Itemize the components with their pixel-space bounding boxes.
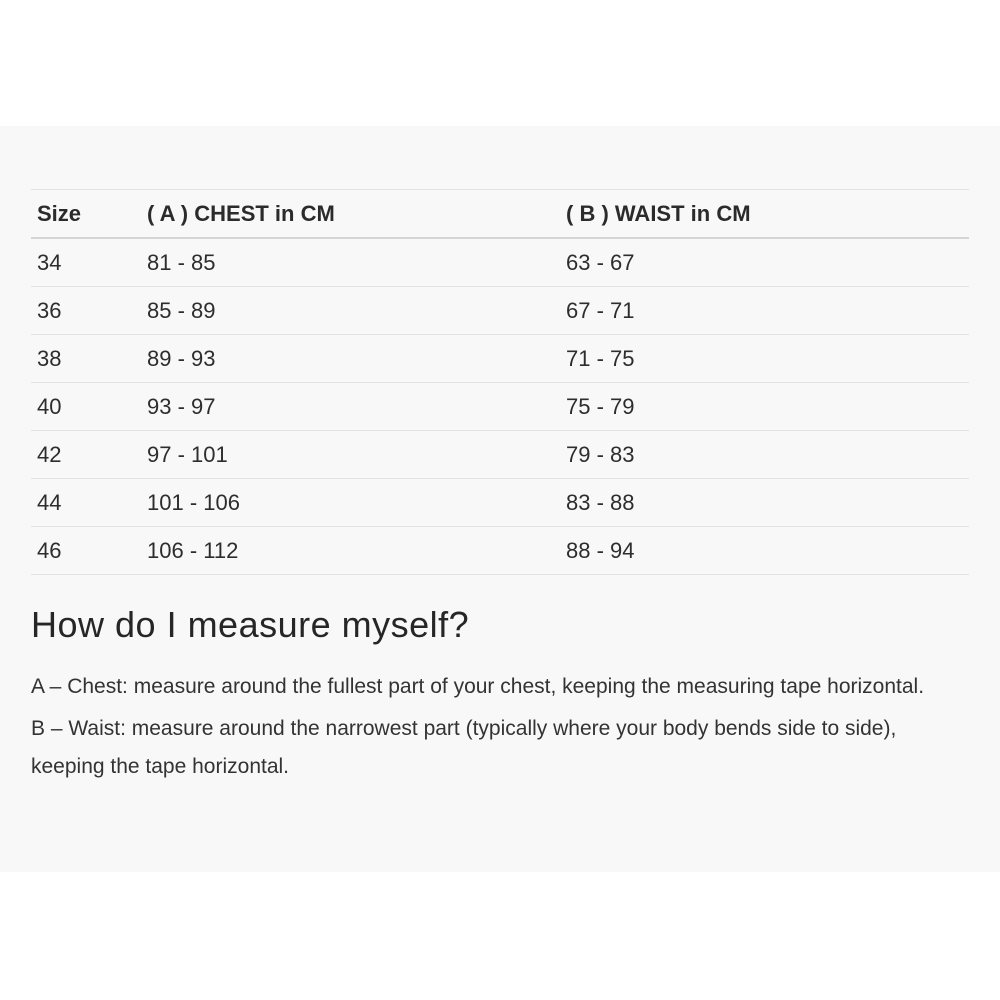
size-chart-table: Size ( A ) CHEST in CM ( B ) WAIST in CM… xyxy=(31,189,969,575)
column-header-waist: ( B ) WAIST in CM xyxy=(560,189,969,239)
column-header-chest: ( A ) CHEST in CM xyxy=(141,189,560,239)
measure-instructions: A – Chest: measure around the fullest pa… xyxy=(31,668,969,786)
table-row: 36 85 - 89 67 - 71 xyxy=(31,286,969,335)
size-value: 44 xyxy=(31,478,141,527)
waist-value: 79 - 83 xyxy=(560,430,969,479)
table-row: 38 89 - 93 71 - 75 xyxy=(31,334,969,383)
chest-value: 89 - 93 xyxy=(141,334,560,383)
waist-instruction: B – Waist: measure around the narrowest … xyxy=(31,717,897,778)
table-row: 42 97 - 101 79 - 83 xyxy=(31,430,969,479)
column-header-size: Size xyxy=(31,189,141,239)
size-value: 34 xyxy=(31,238,141,287)
size-guide-panel: Size ( A ) CHEST in CM ( B ) WAIST in CM… xyxy=(0,126,1000,872)
waist-value: 63 - 67 xyxy=(560,238,969,287)
table-row: 34 81 - 85 63 - 67 xyxy=(31,238,969,287)
waist-value: 88 - 94 xyxy=(560,526,969,575)
chest-value: 97 - 101 xyxy=(141,430,560,479)
size-value: 42 xyxy=(31,430,141,479)
size-chart-body: 34 81 - 85 63 - 67 36 85 - 89 67 - 71 38… xyxy=(31,238,969,575)
chest-instruction: A – Chest: measure around the fullest pa… xyxy=(31,675,925,698)
table-row: 40 93 - 97 75 - 79 xyxy=(31,382,969,431)
size-value: 40 xyxy=(31,382,141,431)
chest-value: 101 - 106 xyxy=(141,478,560,527)
waist-value: 67 - 71 xyxy=(560,286,969,335)
chest-value: 106 - 112 xyxy=(141,526,560,575)
chest-value: 85 - 89 xyxy=(141,286,560,335)
measure-section-heading: How do I measure myself? xyxy=(31,604,470,645)
chest-value: 81 - 85 xyxy=(141,238,560,287)
top-spacer xyxy=(0,0,1000,126)
waist-value: 83 - 88 xyxy=(560,478,969,527)
table-header-row: Size ( A ) CHEST in CM ( B ) WAIST in CM xyxy=(31,189,969,239)
chest-value: 93 - 97 xyxy=(141,382,560,431)
size-value: 38 xyxy=(31,334,141,383)
table-row: 46 106 - 112 88 - 94 xyxy=(31,526,969,575)
table-row: 44 101 - 106 83 - 88 xyxy=(31,478,969,527)
size-value: 36 xyxy=(31,286,141,335)
waist-value: 71 - 75 xyxy=(560,334,969,383)
size-value: 46 xyxy=(31,526,141,575)
waist-value: 75 - 79 xyxy=(560,382,969,431)
